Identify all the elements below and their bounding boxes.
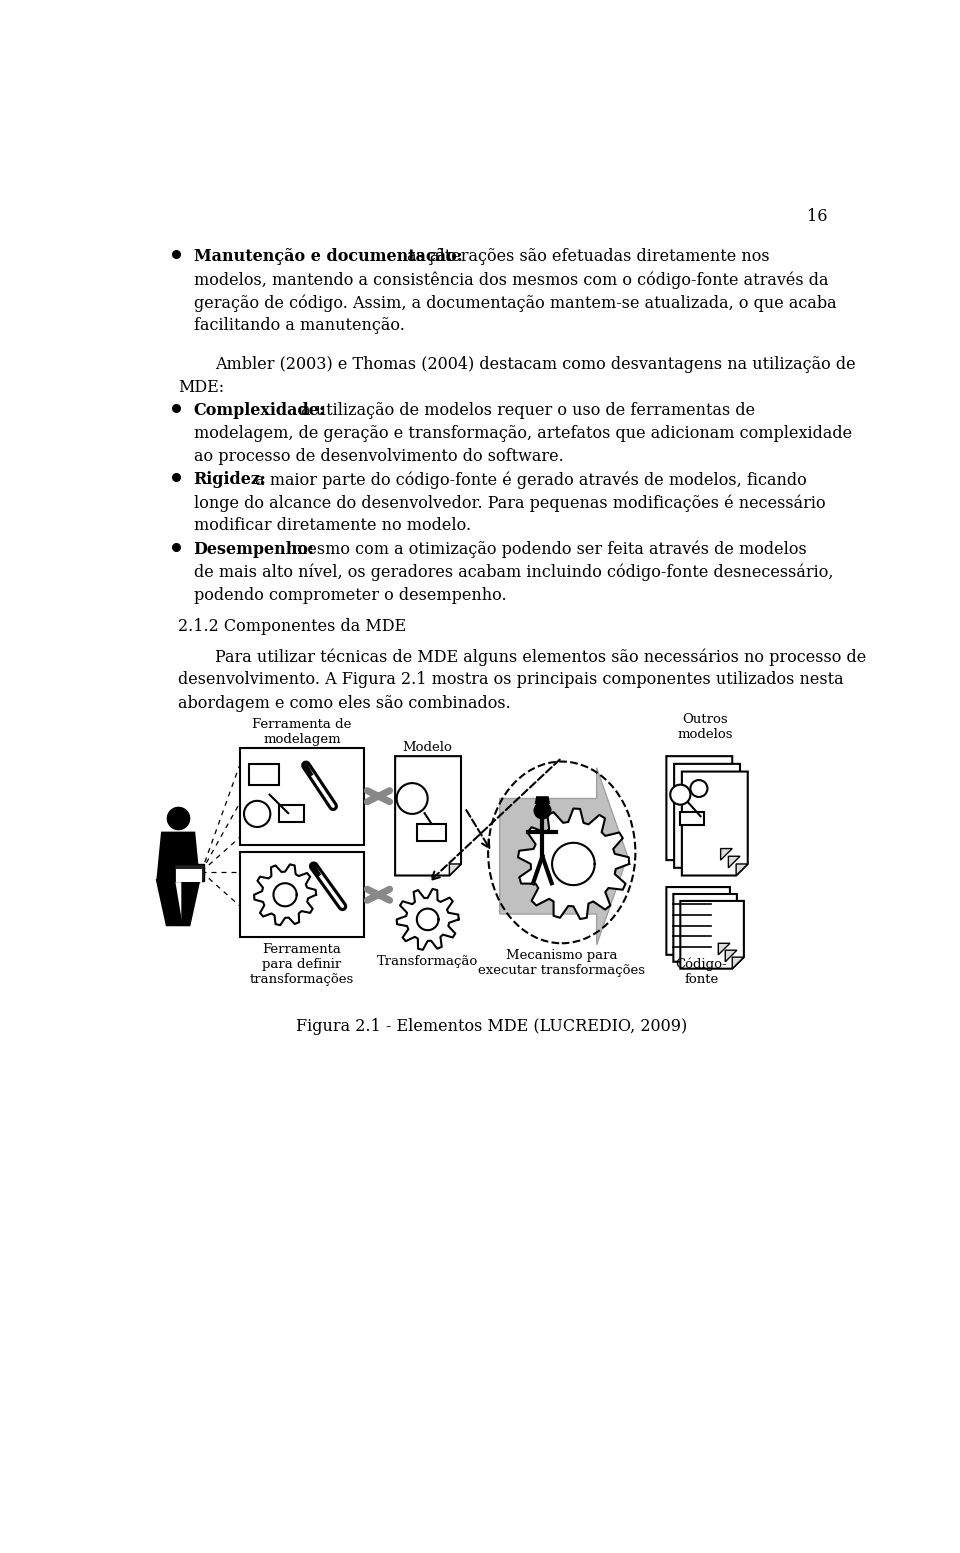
Polygon shape <box>721 848 732 860</box>
Text: Manutenção e documentação:: Manutenção e documentação: <box>194 248 463 266</box>
Bar <box>278 804 303 822</box>
Text: Ambler (2003) e Thomas (2004) destacam como desvantagens na utilização de: Ambler (2003) e Thomas (2004) destacam c… <box>215 356 856 373</box>
Bar <box>681 812 704 826</box>
Polygon shape <box>736 863 748 876</box>
Text: Figura 2.1 - Elementos MDE (LUCREDIO, 2009): Figura 2.1 - Elementos MDE (LUCREDIO, 20… <box>297 1017 687 1034</box>
Bar <box>250 764 278 786</box>
Polygon shape <box>725 950 737 961</box>
Text: Para utilizar técnicas de MDE alguns elementos são necessários no processo de: Para utilizar técnicas de MDE alguns ele… <box>215 648 867 666</box>
Text: desenvolvimento. A Figura 2.1 mostra os principais componentes utilizados nesta: desenvolvimento. A Figura 2.1 mostra os … <box>179 671 844 688</box>
Text: 2.1.2 Componentes da MDE: 2.1.2 Componentes da MDE <box>179 618 406 635</box>
Polygon shape <box>156 879 182 926</box>
Circle shape <box>670 784 690 804</box>
Bar <box>240 749 364 845</box>
Polygon shape <box>666 756 732 860</box>
Polygon shape <box>500 767 628 944</box>
Polygon shape <box>535 797 550 804</box>
Text: Código-
fonte: Código- fonte <box>676 958 727 986</box>
Text: Ferramenta de
modelagem: Ferramenta de modelagem <box>252 717 351 745</box>
Circle shape <box>690 780 708 797</box>
Text: a utilização de modelos requer o uso de ferramentas de: a utilização de modelos requer o uso de … <box>296 402 755 419</box>
Polygon shape <box>156 831 200 879</box>
Text: Ferramenta
para definir
transformações: Ferramenta para definir transformações <box>250 943 354 986</box>
Bar <box>175 863 204 881</box>
Text: Rigidez:: Rigidez: <box>194 471 267 488</box>
Polygon shape <box>552 843 594 885</box>
Polygon shape <box>673 895 737 961</box>
Polygon shape <box>682 772 748 876</box>
Text: modelagem, de geração e transformação, artefatos que adicionam complexidade: modelagem, de geração e transformação, a… <box>194 426 852 443</box>
Text: Mecanismo para
executar transformações: Mecanismo para executar transformações <box>478 949 645 977</box>
Text: mesmo com a otimização podendo ser feita através de modelos: mesmo com a otimização podendo ser feita… <box>287 540 807 558</box>
Text: modelos, mantendo a consistência dos mesmos com o código-fonte através da: modelos, mantendo a consistência dos mes… <box>194 272 828 289</box>
Text: facilitando a manutenção.: facilitando a manutenção. <box>194 317 404 334</box>
Text: MDE:: MDE: <box>179 379 225 396</box>
Polygon shape <box>518 809 629 919</box>
Text: as alterações são efetuadas diretamente nos: as alterações são efetuadas diretamente … <box>402 248 770 266</box>
Text: Outros
modelos: Outros modelos <box>678 713 732 741</box>
Text: Transformação: Transformação <box>377 955 478 968</box>
Text: geração de código. Assim, a documentação mantem-se atualizada, o que acaba: geração de código. Assim, a documentação… <box>194 294 836 312</box>
Polygon shape <box>274 884 297 907</box>
Polygon shape <box>681 901 744 969</box>
Bar <box>176 868 203 882</box>
Text: Modelo: Modelo <box>403 741 452 753</box>
Polygon shape <box>666 887 730 955</box>
Text: podendo comprometer o desempenho.: podendo comprometer o desempenho. <box>194 587 506 604</box>
Text: abordagem e como eles são combinados.: abordagem e como eles são combinados. <box>179 694 511 711</box>
Text: Desempenho:: Desempenho: <box>194 540 315 558</box>
Polygon shape <box>674 764 740 868</box>
Polygon shape <box>182 879 200 926</box>
Text: longe do alcance do desenvolvedor. Para pequenas modificações é necessário: longe do alcance do desenvolvedor. Para … <box>194 494 826 512</box>
Polygon shape <box>718 943 730 955</box>
Polygon shape <box>417 909 439 930</box>
Polygon shape <box>396 888 459 950</box>
Polygon shape <box>729 856 740 868</box>
Bar <box>417 825 446 840</box>
Circle shape <box>396 783 427 814</box>
Polygon shape <box>396 756 461 876</box>
Text: de mais alto nível, os geradores acabam incluindo código-fonte desnecessário,: de mais alto nível, os geradores acabam … <box>194 564 833 581</box>
Text: ao processo de desenvolvimento do software.: ao processo de desenvolvimento do softwa… <box>194 449 564 466</box>
Text: Complexidade:: Complexidade: <box>194 402 325 419</box>
Polygon shape <box>254 865 316 926</box>
Polygon shape <box>449 863 461 876</box>
Polygon shape <box>732 957 744 969</box>
Text: a maior parte do código-fonte é gerado através de modelos, ficando: a maior parte do código-fonte é gerado a… <box>251 471 806 489</box>
Text: modificar diretamente no modelo.: modificar diretamente no modelo. <box>194 517 470 534</box>
Text: 16: 16 <box>807 208 828 225</box>
Bar <box>240 853 364 936</box>
Circle shape <box>244 801 271 828</box>
